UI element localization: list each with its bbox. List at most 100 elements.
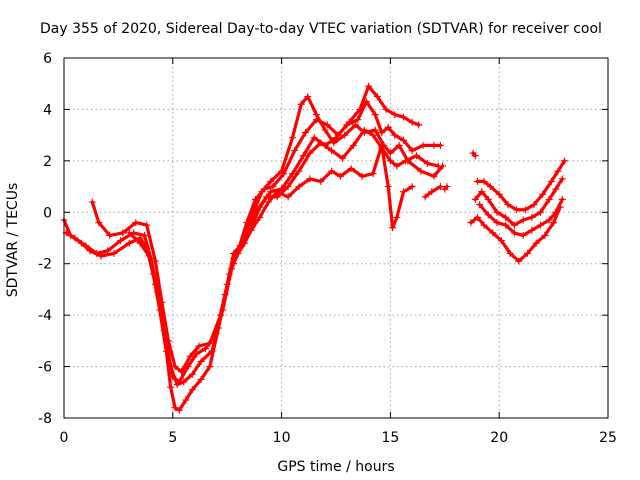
data-point [513, 206, 521, 214]
data-point [262, 193, 270, 201]
data-point [539, 190, 547, 198]
series-track-3 [88, 82, 423, 376]
tick-layer: 0 5 10 15 20 25 -8 -6 -4 -2 0 2 4 6 [38, 51, 617, 446]
data-point [537, 208, 545, 216]
data-point [408, 118, 416, 126]
data-point [336, 172, 344, 180]
data-point [510, 229, 518, 237]
data-point [467, 219, 475, 227]
data-point [132, 219, 140, 227]
data-point [532, 239, 540, 247]
plot-frame [63, 57, 609, 419]
series-track-4 [125, 93, 447, 386]
data-point [88, 198, 96, 206]
data-point [317, 139, 325, 147]
data-point [158, 311, 166, 319]
data-point [554, 167, 562, 175]
data-point [510, 221, 518, 229]
series-track-8 [471, 175, 566, 229]
data-point [502, 213, 510, 221]
data-point [182, 396, 190, 404]
data-point [528, 213, 536, 221]
data-point [493, 219, 501, 227]
data-point [125, 239, 133, 247]
x-tick-label: 10 [273, 430, 291, 446]
data-point [317, 177, 325, 185]
data-point [395, 141, 403, 149]
data-point [151, 280, 159, 288]
data-point [230, 260, 238, 268]
data-point [119, 229, 127, 237]
series-line [473, 177, 564, 227]
data-point [358, 172, 366, 180]
data-point [393, 162, 401, 170]
data-point [523, 249, 531, 257]
data-point [399, 136, 407, 144]
x-axis-label: GPS time / hours [277, 459, 394, 475]
data-point [208, 347, 216, 355]
data-point [436, 183, 444, 191]
y-tick-label: -4 [38, 308, 52, 324]
data-point [443, 183, 451, 191]
data-point [476, 201, 484, 209]
data-point [541, 231, 549, 239]
data-point [386, 149, 394, 157]
data-point [171, 404, 179, 412]
data-point [347, 165, 355, 173]
data-point [389, 224, 397, 232]
data-point [258, 188, 266, 196]
data-point [221, 291, 229, 299]
x-tick-label: 5 [168, 430, 177, 446]
data-point [241, 239, 249, 247]
data-point [328, 167, 336, 175]
data-point [384, 183, 392, 191]
series-line [90, 84, 421, 374]
data-point [302, 129, 310, 137]
data-point [489, 229, 497, 237]
data-point [371, 111, 379, 119]
data-point [423, 159, 431, 167]
data-point [175, 406, 183, 414]
data-point [430, 141, 438, 149]
data-point [399, 188, 407, 196]
data-point [339, 154, 347, 162]
data-point [378, 129, 386, 137]
series-track-10 [476, 195, 566, 239]
data-point [104, 247, 112, 255]
data-point [330, 139, 338, 147]
series-track-12 [441, 183, 451, 193]
y-tick-label: 4 [43, 102, 52, 118]
chart-title: Day 355 of 2020, Sidereal Day-to-day VTE… [40, 21, 602, 37]
data-point [421, 193, 429, 201]
data-point [493, 208, 501, 216]
series-line [469, 205, 562, 263]
data-point [334, 131, 342, 139]
data-point [371, 126, 379, 134]
data-point [521, 206, 529, 214]
data-point [365, 82, 373, 90]
data-point [373, 93, 381, 101]
data-point [117, 237, 125, 245]
data-point [560, 157, 568, 165]
data-point [175, 378, 183, 386]
data-point [141, 231, 149, 239]
data-point [528, 226, 536, 234]
data-point [547, 177, 555, 185]
data-point [369, 131, 377, 139]
data-point [478, 188, 486, 196]
data-point [288, 134, 296, 142]
data-point [558, 175, 566, 183]
data-point [295, 183, 303, 191]
data-point [143, 221, 151, 229]
y-tick-label: 2 [43, 154, 52, 170]
data-point [297, 100, 305, 108]
y-axis-label: SDTVAR / TECUs [5, 183, 21, 298]
data-point [519, 216, 527, 224]
data-point [169, 373, 177, 381]
data-point [408, 183, 416, 191]
data-point [171, 363, 179, 371]
data-point [247, 226, 255, 234]
data-point [291, 147, 299, 155]
data-point [471, 152, 479, 160]
